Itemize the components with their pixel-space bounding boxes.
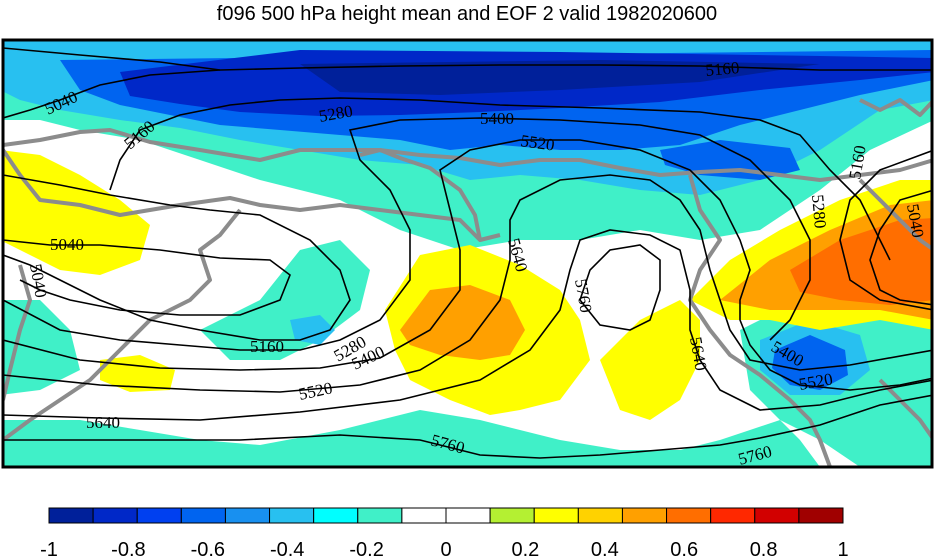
contour-label: 5280 (808, 194, 830, 230)
aqua-bottom-strip (3, 410, 820, 467)
colorbar-swatch (313, 507, 359, 524)
colorbar-swatch (180, 507, 226, 524)
contour-5640 (3, 229, 932, 421)
colorbar-tick-label: -0.2 (349, 539, 383, 558)
colorbar-swatch (533, 507, 579, 524)
colorbar-swatch (357, 507, 403, 524)
colorbar-tick-label: 0.4 (591, 539, 619, 558)
colorbar-ticks: -1 -0.8 -0.6 -0.4 -0.2 0 0.2 0.4 0.6 0.8 1 (40, 539, 848, 558)
colorbar-swatch (136, 507, 182, 524)
orange-centre (400, 285, 525, 360)
lightblue-small (290, 315, 335, 345)
colorbar-swatch (798, 507, 844, 524)
colorbar-tick-label: 0 (440, 539, 451, 558)
coastline-japan (3, 264, 32, 401)
contour-5040-leftmid (3, 239, 291, 316)
coastline-arctic (859, 98, 932, 117)
contour-5040-right (869, 189, 932, 306)
contour-5160-top (3, 47, 932, 71)
height-contours (3, 47, 932, 459)
coastline-alaska (688, 174, 832, 467)
colorbar-swatch (621, 507, 668, 524)
colorbar (48, 507, 844, 524)
colorbar-tick-label: -0.6 (191, 539, 225, 558)
blue-lower-right (772, 335, 848, 390)
colorbar-tick-label: -0.4 (270, 539, 304, 558)
coastline-aleutians (359, 148, 482, 241)
colorbar-swatch (754, 507, 800, 524)
contour-5400 (3, 139, 932, 391)
contour-label: 5640 (86, 413, 120, 432)
yellow-mid-right (600, 300, 700, 420)
contour-5040-left (3, 69, 221, 119)
contour-label: 5520 (519, 131, 555, 155)
colorbar-tick-label: 0.6 (670, 539, 698, 558)
colorbar-swatch (269, 507, 315, 524)
redorange-right (790, 218, 932, 305)
colorbar-swatch (224, 507, 271, 524)
coastline-asia-east (3, 148, 501, 242)
colorbar-swatch (401, 507, 447, 524)
contour-label: 5160 (705, 58, 741, 80)
contour-5160-right (839, 149, 932, 311)
colorbar-swatch (445, 507, 491, 524)
colorbar-swatch (489, 507, 535, 524)
map-frame (1, 38, 934, 469)
blue-spot-mid (660, 140, 800, 180)
colorbar-tick-label: -0.8 (111, 539, 145, 558)
contour-label: 5040 (50, 235, 84, 254)
contour-5520 (3, 174, 932, 393)
colorbar-tick-label: -1 (40, 539, 58, 558)
colorbar-swatch (577, 507, 623, 524)
contour-5760-bottom (3, 394, 932, 459)
contour-label: 5160 (250, 337, 284, 356)
colorbar-swatch (48, 507, 94, 524)
contour-5160-left (3, 174, 351, 341)
colorbar-swatch (710, 507, 756, 524)
colorbar-tick-label: 0.2 (511, 539, 539, 558)
colorbar-tick-label: 1 (837, 539, 848, 558)
contour-label: 5400 (480, 109, 514, 128)
darkblue-core-2 (300, 60, 820, 95)
coastline-bc (878, 378, 932, 441)
contour-5280 (3, 117, 811, 351)
colorbar-swatch (92, 507, 138, 524)
contour-5160-left-upper (109, 97, 891, 261)
contour-5760-centre (579, 244, 661, 331)
coastline-asia-north (3, 128, 932, 182)
coastline-canada (858, 178, 932, 252)
eof-shading (3, 40, 932, 467)
colorbar-swatch (666, 507, 712, 524)
plot-title: f096 500 hPa height mean and EOF 2 valid… (216, 3, 718, 25)
colorbar-tick-label: 0.8 (750, 539, 778, 558)
